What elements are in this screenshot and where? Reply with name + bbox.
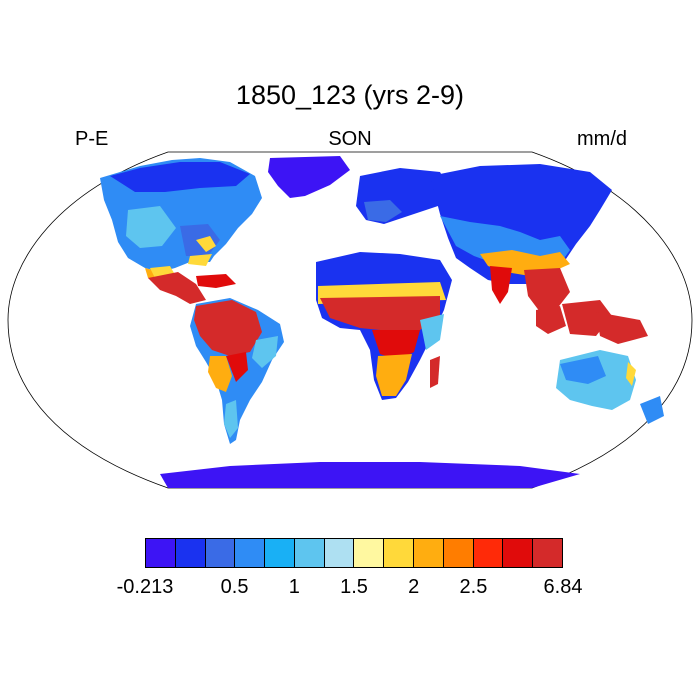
color-legend bbox=[145, 538, 563, 568]
central-america bbox=[148, 272, 236, 304]
legend-swatch bbox=[443, 539, 474, 567]
legend-swatch bbox=[354, 539, 385, 567]
map-title: 1850_123 (yrs 2-9) bbox=[235, 80, 465, 110]
season-label: SON bbox=[328, 128, 372, 150]
legend-tick-label: 0.5 bbox=[220, 576, 249, 598]
asia bbox=[430, 164, 612, 312]
legend-tick-label: 2 bbox=[408, 576, 420, 598]
antarctica bbox=[160, 462, 580, 488]
legend-swatch bbox=[265, 539, 295, 567]
greenland bbox=[268, 156, 350, 198]
legend-swatch bbox=[503, 539, 534, 567]
legend-swatch bbox=[235, 539, 266, 567]
legend-tick-label: 1.5 bbox=[340, 576, 368, 598]
legend-ticks: -0.213 0.5 1 1.5 2 2.5 6.84 bbox=[117, 576, 583, 600]
legend-swatch bbox=[205, 539, 236, 567]
europe bbox=[356, 168, 450, 224]
south-america bbox=[190, 298, 284, 444]
australia bbox=[556, 350, 664, 424]
variable-label: P-E bbox=[75, 128, 109, 150]
legend-swatch bbox=[146, 539, 176, 567]
units-label: mm/d bbox=[577, 128, 627, 150]
legend-tick-label: 1 bbox=[288, 576, 300, 598]
legend-swatch bbox=[473, 539, 504, 567]
legend-tick-label: -0.213 bbox=[116, 576, 174, 598]
legend-swatch bbox=[294, 539, 325, 567]
legend-swatch bbox=[324, 539, 355, 567]
legend-swatch bbox=[533, 539, 562, 567]
africa bbox=[316, 252, 452, 400]
legend-tick-label: 6.84 bbox=[543, 576, 583, 598]
maritime-southeast-asia bbox=[536, 300, 648, 344]
legend-swatch bbox=[175, 539, 206, 567]
legend-swatch bbox=[414, 539, 444, 567]
legend-swatch bbox=[384, 539, 415, 567]
legend-tick-label: 2.5 bbox=[459, 576, 488, 598]
